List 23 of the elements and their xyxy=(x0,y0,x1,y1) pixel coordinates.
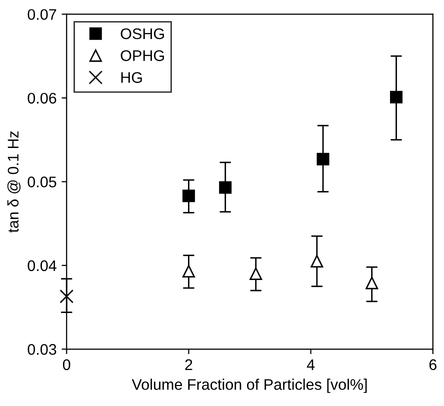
point xyxy=(366,276,378,290)
y-axis-title: tan δ @ 0.1 Hz xyxy=(7,131,21,233)
y-tick-label: 0.04 xyxy=(28,260,56,272)
point xyxy=(316,152,330,166)
point xyxy=(219,181,232,194)
x-tick-label: 6 xyxy=(429,359,436,370)
y-tick-label: 0.03 xyxy=(28,344,56,355)
point xyxy=(182,190,195,202)
legend-label: OSHG xyxy=(120,28,164,40)
point xyxy=(310,254,324,268)
x-axis-title: Volume Fraction of Particles [vol%] xyxy=(132,378,367,393)
point xyxy=(182,265,195,278)
point xyxy=(390,90,403,104)
x-tick-label: 0 xyxy=(62,359,70,370)
legend-label: HG xyxy=(121,72,142,83)
y-tick-label: 0.07 xyxy=(28,9,56,20)
point xyxy=(250,268,262,280)
y-tick-label: 0.06 xyxy=(28,92,56,104)
point xyxy=(60,289,74,304)
x-tick-label: 4 xyxy=(306,359,315,370)
legend-label: OPHG xyxy=(120,50,164,62)
x-tick-label: 2 xyxy=(185,359,192,370)
y-tick-label: 0.05 xyxy=(28,176,56,188)
